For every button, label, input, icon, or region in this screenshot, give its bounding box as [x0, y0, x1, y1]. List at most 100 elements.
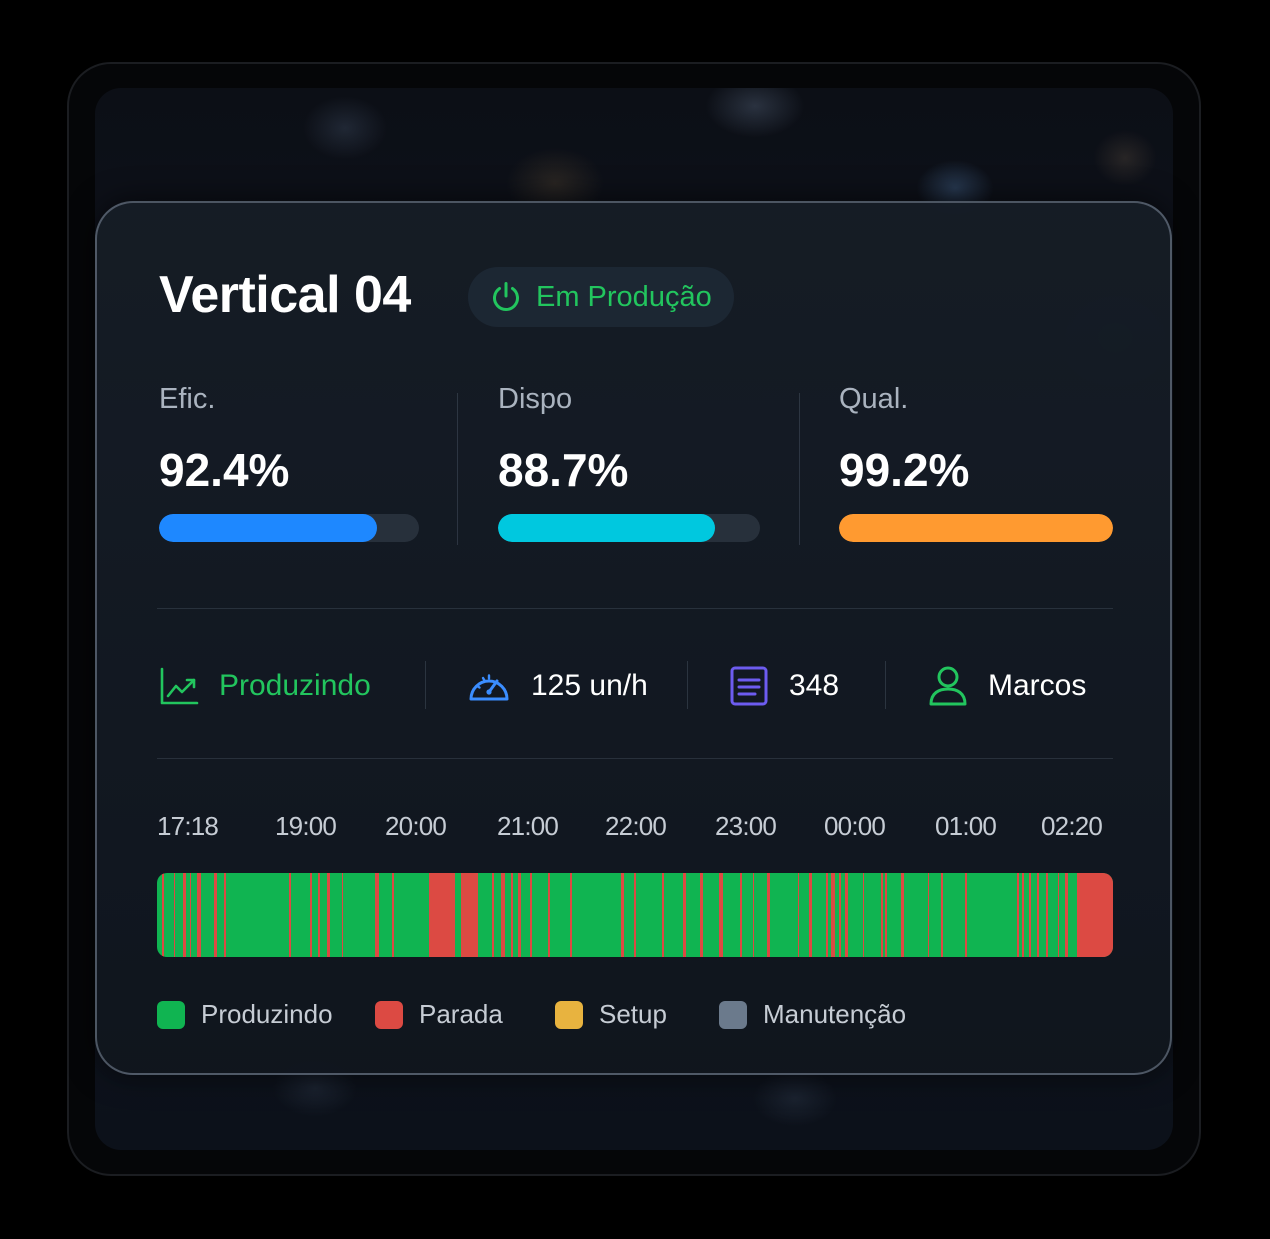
timeline-time-labels: 17:18 19:00 20:00 21:00 22:00 23:00 00:0… [157, 811, 1113, 845]
progress-fill [159, 514, 378, 542]
timeline-segment-parada [197, 873, 201, 957]
time-label: 02:20 [1041, 811, 1103, 841]
timeline-segment-parada [569, 873, 572, 957]
progress-track [159, 514, 419, 542]
timeline-segment-parada [392, 873, 395, 957]
timeline-segment-parada [1065, 873, 1069, 957]
legend-swatch [157, 1000, 185, 1029]
timeline-segment-parada [766, 873, 770, 957]
machine-card[interactable]: Vertical 04 Em Produção Efic. 92.4% Disp… [95, 201, 1172, 1075]
timeline-segment-parada [808, 873, 812, 957]
time-label: 19:00 [275, 811, 337, 841]
timeline-segment-parada [529, 873, 532, 957]
timeline-segment-parada [476, 873, 479, 957]
divider [457, 393, 458, 545]
speedometer-icon [469, 674, 509, 701]
production-timeline-bar[interactable] [157, 873, 1113, 957]
timeline-segment-parada [752, 873, 755, 957]
timeline-segment-parada [900, 873, 904, 957]
stat-status: Produzindo [159, 661, 371, 711]
metric-label: Efic. [159, 383, 216, 415]
metric-value: 88.7% [498, 444, 629, 496]
section-divider [157, 758, 1113, 759]
time-label: 01:00 [935, 811, 997, 841]
timeline-segment-parada [341, 873, 343, 957]
timeline-segment-parada [1076, 873, 1113, 957]
metric-label: Qual. [839, 383, 909, 415]
stat-rate: 125 un/h [467, 661, 648, 711]
metric-value: 99.2% [839, 444, 970, 496]
legend-item-parada: Parada [375, 999, 503, 1030]
legend-item-produzindo: Produzindo [157, 999, 333, 1030]
timeline-segment-parada [927, 873, 930, 957]
timeline-segment-parada [214, 873, 218, 957]
status-badge[interactable]: Em Produção [468, 267, 734, 327]
timeline-segment-parada [510, 873, 513, 957]
legend-swatch [555, 1000, 583, 1029]
divider [425, 661, 426, 709]
legend-label: Setup [599, 999, 667, 1029]
timeline-segment-parada [1022, 873, 1025, 957]
timeline-segment-parada [461, 873, 478, 957]
timeline-segment-parada [174, 873, 176, 957]
timeline-segment-parada [845, 873, 849, 957]
timeline-segment-parada [797, 873, 800, 957]
timeline-segment-parada [1046, 873, 1048, 957]
timeline-segment-parada [830, 873, 835, 957]
user-icon [929, 666, 967, 706]
legend-item-manutencao: Manutenção [719, 999, 906, 1030]
timeline-segment-parada [518, 873, 522, 957]
timeline-segment-parada [429, 873, 456, 957]
timeline-segment-parada [309, 873, 312, 957]
stat-count: 348 [729, 661, 839, 711]
time-label: 00:00 [824, 811, 886, 841]
timeline-segment-parada [862, 873, 865, 957]
metric-value: 92.4% [159, 444, 290, 496]
time-label: 20:00 [385, 811, 447, 841]
stat-operator-text: Marcos [988, 669, 1087, 702]
timeline-segment-parada [940, 873, 943, 957]
timeline-segment-parada [1057, 873, 1060, 957]
timeline-segment-parada [374, 873, 379, 957]
legend-swatch [719, 1000, 747, 1029]
timeline-segment-parada [880, 873, 883, 957]
timeline-segment-parada [885, 873, 888, 957]
timeline-segment-parada [826, 873, 829, 957]
timeline-segment-parada [1017, 873, 1020, 957]
metric-disponibilidade: Dispo 88.7% [498, 383, 760, 542]
metric-eficiencia: Efic. 92.4% [159, 383, 419, 542]
trend-chart-icon [160, 667, 199, 705]
timeline-segment-parada [548, 873, 550, 957]
power-icon [493, 282, 519, 311]
timeline-segment-parada [1028, 873, 1031, 957]
timeline-segment-parada [189, 873, 192, 957]
time-label: 21:00 [497, 811, 559, 841]
time-label: 23:00 [715, 811, 777, 841]
progress-fill [839, 514, 1113, 542]
timeline-segment-parada [682, 873, 686, 957]
status-label: Em Produção [536, 280, 712, 313]
timeline-segment-parada [501, 873, 505, 957]
metric-qualidade: Qual. 99.2% [839, 383, 1113, 542]
timeline-segment-parada [964, 873, 967, 957]
timeline-segment-parada [620, 873, 625, 957]
timeline-segment-parada [634, 873, 636, 957]
stat-count-text: 348 [789, 669, 840, 702]
progress-track [498, 514, 760, 542]
progress-fill [498, 514, 716, 542]
time-label: 22:00 [605, 811, 667, 841]
stat-status-text: Produzindo [219, 669, 371, 702]
timeline-segment-parada [288, 873, 291, 957]
timeline-segment-parada [700, 873, 703, 957]
divider [687, 661, 688, 709]
section-divider [157, 608, 1113, 609]
divider [885, 661, 886, 709]
timeline-segment-parada [491, 873, 495, 957]
timeline-segment-parada [161, 873, 164, 957]
machine-title: Vertical 04 [159, 266, 411, 324]
metric-label: Dispo [498, 383, 573, 415]
timeline-segment-parada [719, 873, 723, 957]
timeline-segment-parada [1037, 873, 1040, 957]
timeline-segment-parada [182, 873, 186, 957]
legend-item-setup: Setup [555, 999, 667, 1030]
